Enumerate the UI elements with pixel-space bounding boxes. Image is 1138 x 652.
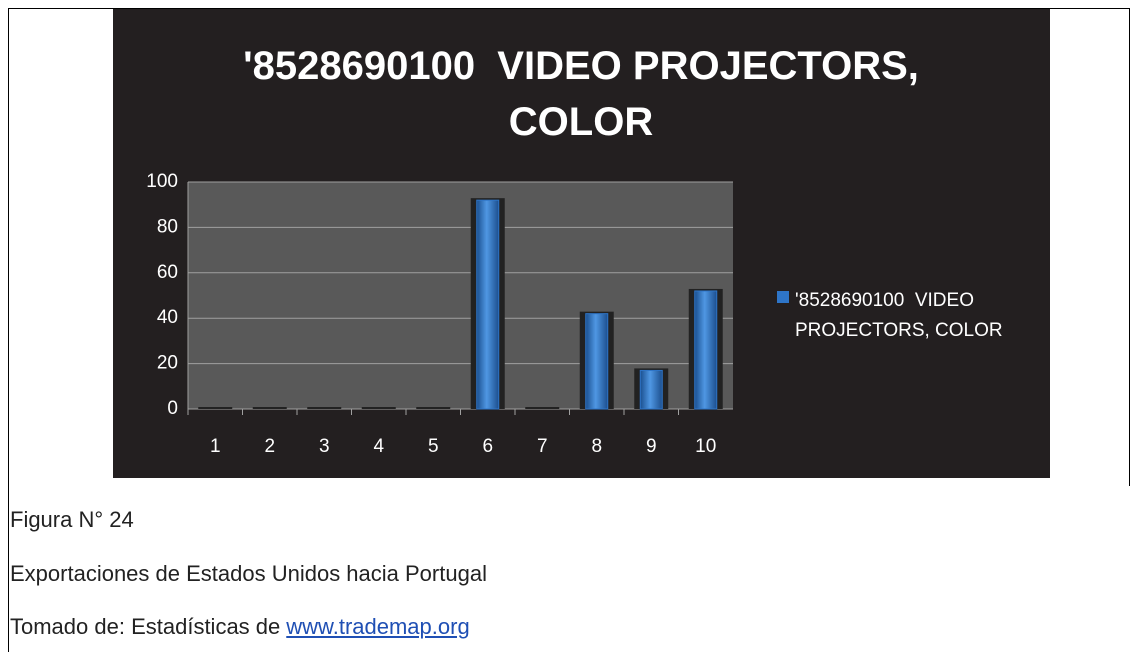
bar-shadow [416,407,451,409]
chart: 0 20 40 60 80 100 1 2 3 4 5 6 7 8 9 10 [113,9,1050,478]
x-tick-label: 9 [646,436,657,457]
y-tick-label: 0 [167,398,178,419]
y-tick-label: 100 [146,171,178,192]
x-tick-label: 1 [210,436,221,457]
bar [585,313,609,410]
bar-shadow [252,407,287,409]
x-tick-label: 10 [695,436,716,457]
bar-shadow [361,407,396,409]
bar [476,199,500,410]
frame-line [1129,8,1130,486]
x-tick-label: 7 [537,436,548,457]
y-tick-label: 80 [157,216,178,237]
y-tick-label: 20 [157,353,178,374]
chart-title: '8528690100 VIDEO PROJECTORS, COLOR [243,44,931,144]
source-link[interactable]: www.trademap.org [286,614,470,639]
y-tick-label: 60 [157,262,178,283]
bar [639,369,663,410]
x-tick-label: 8 [591,436,602,457]
y-tick-label: 40 [157,307,178,328]
bar-shadow [525,407,560,409]
legend-label: '8528690100 VIDEO PROJECTORS, COLOR [795,290,1003,341]
legend-marker [777,291,789,303]
frame-line [8,8,1130,9]
frame-line [8,8,9,652]
bar-shadow [307,407,342,409]
x-tick-label: 5 [428,436,439,457]
figure-label: Figura N° 24 [10,507,134,532]
x-tick-label: 2 [264,436,275,457]
x-tick-label: 4 [373,436,384,457]
x-tick-label: 6 [482,436,493,457]
source-prefix: Tomado de: Estadísticas de [10,614,281,639]
figure-description: Exportaciones de Estados Unidos hacia Po… [10,561,487,586]
figure-source: Tomado de: Estadísticas de www.trademap.o… [10,614,470,640]
x-tick-label: 3 [319,436,330,457]
bar-shadow [198,407,233,409]
bar [694,290,718,410]
